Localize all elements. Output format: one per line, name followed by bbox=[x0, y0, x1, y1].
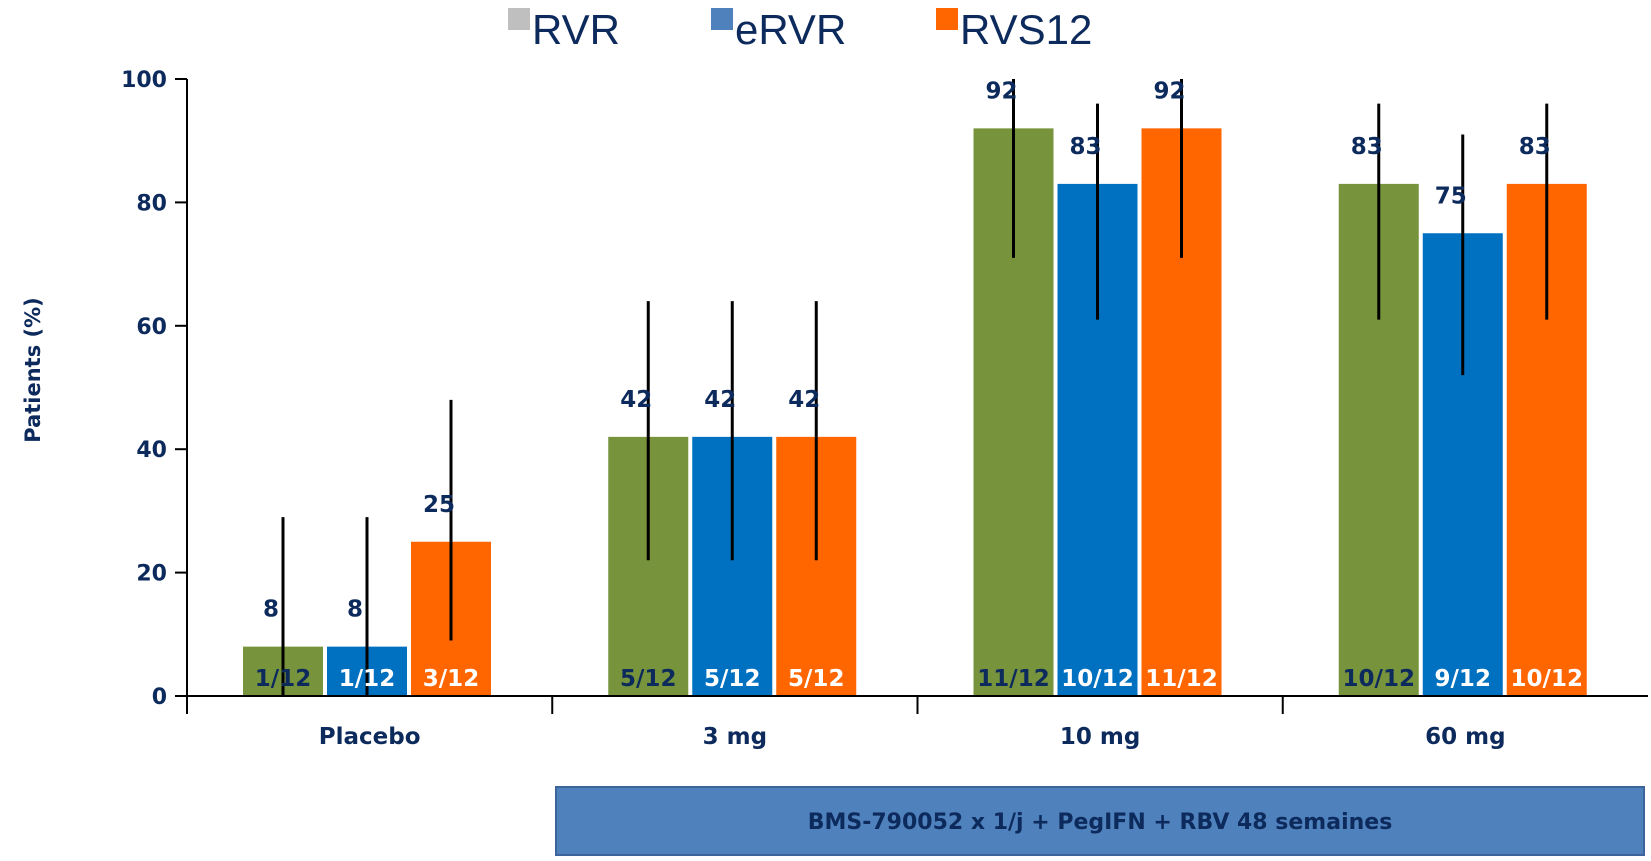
ratio-label: 11/12 bbox=[977, 666, 1049, 692]
y-tick-label: 20 bbox=[136, 562, 167, 587]
treatment-annotation-rect bbox=[555, 786, 1645, 856]
ratio-label: 10/12 bbox=[1061, 666, 1133, 692]
x-category-label: 10 mg bbox=[1060, 724, 1140, 750]
y-tick-label: 0 bbox=[152, 685, 167, 710]
legend-swatch bbox=[936, 8, 958, 30]
y-tick-label: 80 bbox=[136, 191, 167, 216]
legend-label: RVR bbox=[532, 6, 620, 53]
error-bars bbox=[281, 79, 1549, 696]
ratio-label: 1/12 bbox=[339, 666, 395, 692]
y-axis: 0 20 40 60 80 100 bbox=[121, 68, 188, 710]
value-label: 83 bbox=[1069, 134, 1101, 160]
bars bbox=[243, 128, 1587, 697]
treatment-annotation-text: BMS-790052 x 1/j + PegIFN + RBV 48 semai… bbox=[808, 810, 1393, 835]
data-labels: 8 1/12 8 1/12 25 3/12 42 5/12 42 5/12 42 5/12 92 11/1… bbox=[255, 78, 1583, 692]
value-label: 92 bbox=[1153, 78, 1185, 104]
legend-swatch bbox=[508, 8, 530, 30]
value-label: 42 bbox=[704, 387, 736, 413]
legend-label: RVS12 bbox=[960, 6, 1092, 53]
legend: RVR eRVR RVS12 bbox=[508, 6, 1092, 53]
ratio-label: 10/12 bbox=[1511, 666, 1583, 692]
ratio-label: 11/12 bbox=[1145, 666, 1217, 692]
value-label: 25 bbox=[423, 492, 455, 518]
ratio-label: 9/12 bbox=[1435, 666, 1491, 692]
value-label: 42 bbox=[620, 387, 652, 413]
value-label: 83 bbox=[1351, 134, 1383, 160]
value-label: 92 bbox=[985, 78, 1017, 104]
ratio-label: 5/12 bbox=[704, 666, 760, 692]
ratio-label: 5/12 bbox=[620, 666, 676, 692]
y-tick-label: 60 bbox=[136, 315, 167, 340]
value-label: 8 bbox=[347, 597, 363, 623]
x-category-label: 60 mg bbox=[1425, 724, 1505, 750]
value-label: 42 bbox=[788, 387, 820, 413]
ratio-label: 5/12 bbox=[788, 666, 844, 692]
ratio-label: 1/12 bbox=[255, 666, 311, 692]
value-label: 83 bbox=[1519, 134, 1551, 160]
y-tick-label: 100 bbox=[121, 68, 167, 93]
legend-label: eRVR bbox=[735, 6, 846, 53]
y-axis-title: Patients (%) bbox=[21, 297, 45, 443]
x-category-label: Placebo bbox=[319, 724, 421, 750]
ratio-label: 10/12 bbox=[1343, 666, 1415, 692]
x-category-label: 3 mg bbox=[703, 724, 767, 750]
x-axis: Placebo 3 mg 10 mg 60 mg bbox=[175, 695, 1648, 750]
legend-swatch bbox=[711, 8, 733, 30]
value-label: 75 bbox=[1435, 183, 1467, 209]
y-tick-label: 40 bbox=[136, 438, 167, 463]
ratio-label: 3/12 bbox=[423, 666, 479, 692]
treatment-annotation-box: BMS-790052 x 1/j + PegIFN + RBV 48 semai… bbox=[555, 786, 1645, 856]
value-label: 8 bbox=[263, 597, 279, 623]
